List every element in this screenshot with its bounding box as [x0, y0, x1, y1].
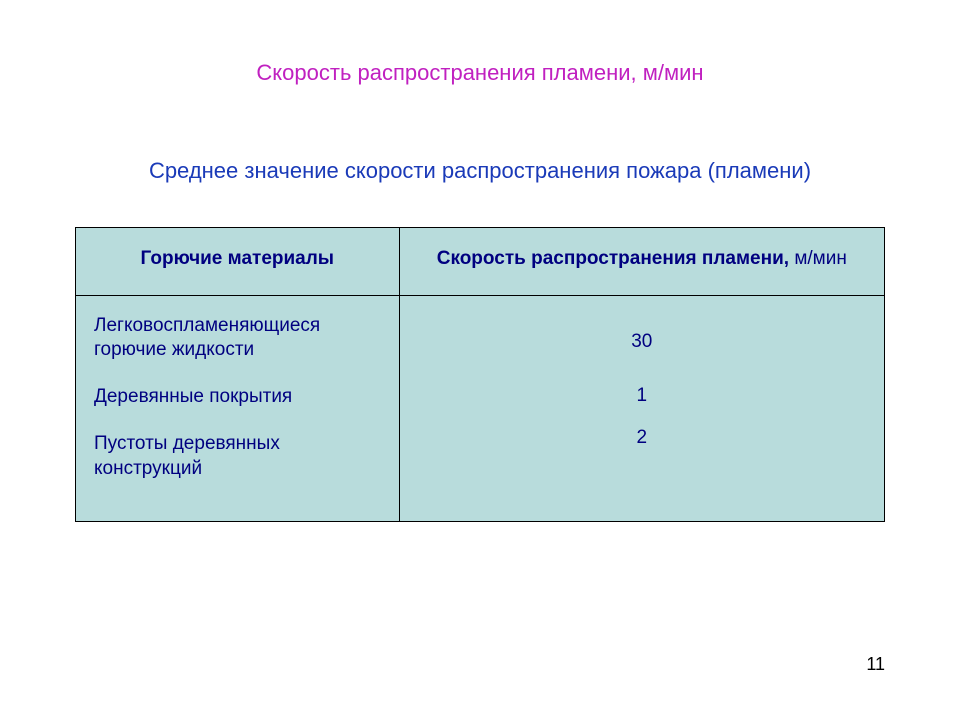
sub-title: Среднее значение скорости распространени…: [0, 156, 960, 187]
main-title: Скорость распространения пламени, м/мин: [0, 0, 960, 86]
table-data-row: Легковоспламеняющиеся горючие жидкости Д…: [76, 295, 885, 521]
value-item-1: 30: [418, 331, 866, 353]
values-cell: 30 1 2: [399, 295, 884, 521]
materials-cell: Легковоспламеняющиеся горючие жидкости Д…: [76, 295, 400, 521]
material-item-2: Деревянные покрытия: [94, 385, 381, 410]
material-item-3: Пустоты деревянных конструкций: [94, 432, 381, 481]
material-item-1: Легковоспламеняющиеся горючие жидкости: [94, 314, 381, 363]
header-speed-unit: м/мин: [789, 248, 847, 269]
table-header-row: Горючие материалы Скорость распространен…: [76, 227, 885, 295]
header-speed: Скорость распространения пламени, м/мин: [399, 227, 884, 295]
page-number: 11: [866, 654, 885, 675]
header-materials: Горючие материалы: [76, 227, 400, 295]
value-item-3: 2: [418, 427, 866, 449]
flame-speed-table: Горючие материалы Скорость распространен…: [75, 227, 885, 522]
table-container: Горючие материалы Скорость распространен…: [75, 227, 885, 522]
header-speed-label: Скорость распространения пламени,: [437, 248, 789, 269]
value-item-2: 1: [418, 385, 866, 407]
